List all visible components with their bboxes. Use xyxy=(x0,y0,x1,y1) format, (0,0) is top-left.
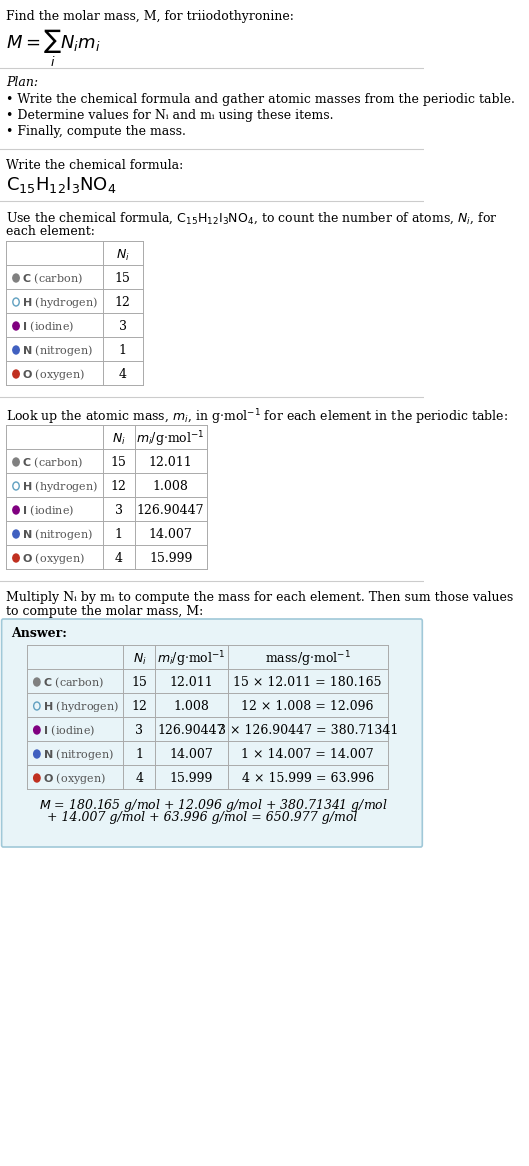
Text: Look up the atomic mass, $m_i$, in g$\cdot$mol$^{-1}$ for each element in the pe: Look up the atomic mass, $m_i$, in g$\cd… xyxy=(6,407,508,427)
Text: 12: 12 xyxy=(132,701,148,714)
Text: 14.007: 14.007 xyxy=(170,749,213,761)
Text: 126.90447: 126.90447 xyxy=(158,724,225,738)
Text: 15: 15 xyxy=(115,273,131,286)
Text: Answer:: Answer: xyxy=(11,627,67,640)
Text: $N_i$: $N_i$ xyxy=(116,247,130,262)
Text: $\mathbf{I}$ (iodine): $\mathbf{I}$ (iodine) xyxy=(22,319,75,335)
Text: 3: 3 xyxy=(118,321,126,333)
Text: + 14.007 g/mol + 63.996 g/mol = 650.977 g/mol: + 14.007 g/mol + 63.996 g/mol = 650.977 … xyxy=(47,812,358,824)
Text: 12 × 1.008 = 12.096: 12 × 1.008 = 12.096 xyxy=(241,701,374,714)
Text: 1: 1 xyxy=(135,749,143,761)
Text: 1: 1 xyxy=(118,344,126,358)
Text: Multiply Nᵢ by mᵢ to compute the mass for each element. Then sum those values: Multiply Nᵢ by mᵢ to compute the mass fo… xyxy=(6,591,514,604)
Text: $\mathbf{H}$ (hydrogen): $\mathbf{H}$ (hydrogen) xyxy=(22,295,98,310)
Text: 12.011: 12.011 xyxy=(149,457,193,470)
Text: $N_i$: $N_i$ xyxy=(133,652,147,667)
Circle shape xyxy=(13,322,19,330)
Text: $\mathbf{C}$ (carbon): $\mathbf{C}$ (carbon) xyxy=(22,456,83,470)
Text: Plan:: Plan: xyxy=(6,76,39,89)
Circle shape xyxy=(13,346,19,354)
Text: $\mathbf{C}$ (carbon): $\mathbf{C}$ (carbon) xyxy=(22,272,83,286)
Circle shape xyxy=(13,554,19,562)
Text: $\mathbf{N}$ (nitrogen): $\mathbf{N}$ (nitrogen) xyxy=(43,747,114,763)
Text: 15.999: 15.999 xyxy=(149,553,193,566)
Text: each element:: each element: xyxy=(6,225,95,238)
Text: $M$ = 180.165 g/mol + 12.096 g/mol + 380.71341 g/mol: $M$ = 180.165 g/mol + 12.096 g/mol + 380… xyxy=(39,798,388,814)
Text: $\mathbf{H}$ (hydrogen): $\mathbf{H}$ (hydrogen) xyxy=(22,479,98,494)
Text: 12: 12 xyxy=(115,296,131,309)
FancyBboxPatch shape xyxy=(2,619,422,847)
Text: $\mathbf{N}$ (nitrogen): $\mathbf{N}$ (nitrogen) xyxy=(22,527,93,542)
Circle shape xyxy=(13,370,19,378)
Text: $N_i$: $N_i$ xyxy=(112,431,125,447)
Text: 15.999: 15.999 xyxy=(170,773,213,786)
Text: $\mathbf{I}$ (iodine): $\mathbf{I}$ (iodine) xyxy=(22,504,75,518)
Text: $\mathbf{O}$ (oxygen): $\mathbf{O}$ (oxygen) xyxy=(22,552,86,567)
Text: $\mathrm{C_{15}H_{12}I_3NO_4}$: $\mathrm{C_{15}H_{12}I_3NO_4}$ xyxy=(6,175,117,195)
Text: $\mathbf{H}$ (hydrogen): $\mathbf{H}$ (hydrogen) xyxy=(43,700,120,715)
Text: 3: 3 xyxy=(115,505,123,518)
Text: 12: 12 xyxy=(111,480,126,493)
Text: 4 × 15.999 = 63.996: 4 × 15.999 = 63.996 xyxy=(242,773,374,786)
Text: • Finally, compute the mass.: • Finally, compute the mass. xyxy=(6,125,186,138)
Circle shape xyxy=(34,750,40,758)
Text: to compute the molar mass, M:: to compute the molar mass, M: xyxy=(6,605,204,618)
Circle shape xyxy=(34,726,40,735)
Text: 4: 4 xyxy=(118,368,126,381)
Text: $\mathbf{N}$ (nitrogen): $\mathbf{N}$ (nitrogen) xyxy=(22,344,93,358)
Text: Use the chemical formula, $\mathrm{C_{15}H_{12}I_3NO_4}$, to count the number of: Use the chemical formula, $\mathrm{C_{15… xyxy=(6,211,498,226)
Text: 3: 3 xyxy=(135,724,143,738)
Text: $\mathbf{O}$ (oxygen): $\mathbf{O}$ (oxygen) xyxy=(43,772,106,787)
Circle shape xyxy=(13,274,19,282)
Text: 126.90447: 126.90447 xyxy=(137,505,204,518)
Text: mass/g$\cdot$mol$^{-1}$: mass/g$\cdot$mol$^{-1}$ xyxy=(265,649,351,669)
Text: $m_i$/g$\cdot$mol$^{-1}$: $m_i$/g$\cdot$mol$^{-1}$ xyxy=(136,429,205,449)
Text: 15 × 12.011 = 180.165: 15 × 12.011 = 180.165 xyxy=(233,676,382,689)
Circle shape xyxy=(34,677,40,686)
Text: $\mathbf{O}$ (oxygen): $\mathbf{O}$ (oxygen) xyxy=(22,367,86,382)
Circle shape xyxy=(13,531,19,538)
Text: 14.007: 14.007 xyxy=(149,528,193,541)
Text: 15: 15 xyxy=(111,457,126,470)
Text: 3 × 126.90447 = 380.71341: 3 × 126.90447 = 380.71341 xyxy=(217,724,398,738)
Text: 1.008: 1.008 xyxy=(153,480,189,493)
Text: $M = \sum_i N_i m_i$: $M = \sum_i N_i m_i$ xyxy=(6,28,101,69)
Text: 4: 4 xyxy=(115,553,123,566)
Text: 1.008: 1.008 xyxy=(174,701,209,714)
Circle shape xyxy=(13,458,19,466)
Circle shape xyxy=(34,774,40,782)
Text: Find the molar mass, M, for triiodothyronine:: Find the molar mass, M, for triiodothyro… xyxy=(6,10,294,23)
Text: $m_i$/g$\cdot$mol$^{-1}$: $m_i$/g$\cdot$mol$^{-1}$ xyxy=(157,649,226,669)
Text: 1 × 14.007 = 14.007: 1 × 14.007 = 14.007 xyxy=(241,749,374,761)
Circle shape xyxy=(13,506,19,514)
Text: • Determine values for Nᵢ and mᵢ using these items.: • Determine values for Nᵢ and mᵢ using t… xyxy=(6,108,334,122)
Text: • Write the chemical formula and gather atomic masses from the periodic table.: • Write the chemical formula and gather … xyxy=(6,93,515,106)
Text: Write the chemical formula:: Write the chemical formula: xyxy=(6,159,184,173)
Text: 12.011: 12.011 xyxy=(170,676,213,689)
Text: 4: 4 xyxy=(135,773,143,786)
Text: 1: 1 xyxy=(115,528,123,541)
Text: $\mathbf{C}$ (carbon): $\mathbf{C}$ (carbon) xyxy=(43,676,104,690)
Text: $\mathbf{I}$ (iodine): $\mathbf{I}$ (iodine) xyxy=(43,724,96,738)
Text: 15: 15 xyxy=(132,676,148,689)
